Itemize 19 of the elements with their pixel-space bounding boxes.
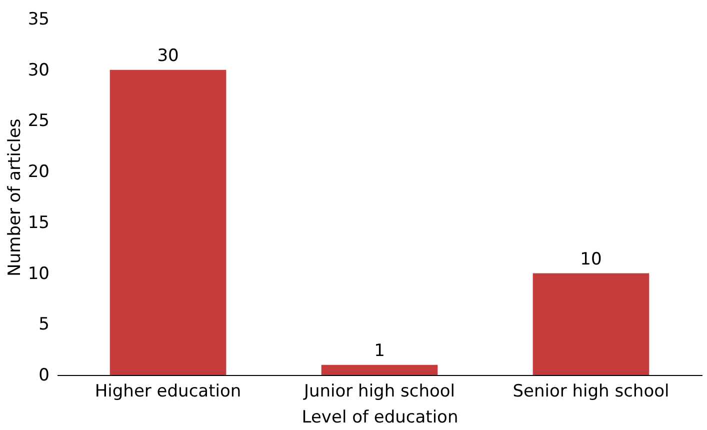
- y-axis-title: Number of articles: [4, 118, 25, 276]
- y-tick-label: 25: [28, 111, 50, 132]
- x-tick-label: Junior high school: [302, 382, 456, 402]
- y-tick-label: 5: [38, 314, 50, 335]
- y-tick-label: 35: [28, 10, 50, 30]
- x-axis-title: Level of education: [302, 408, 458, 428]
- data-label: 10: [580, 249, 602, 270]
- x-tick-label: Senior high school: [512, 382, 670, 402]
- x-tick-label: Higher education: [94, 382, 242, 402]
- y-tick-label: 0: [38, 366, 50, 386]
- data-label: 30: [157, 46, 179, 66]
- y-tick-label: 30: [28, 60, 50, 80]
- y-tick-label: 15: [28, 212, 50, 233]
- bar: [321, 364, 438, 375]
- y-tick-label: 10: [28, 264, 50, 284]
- data-label: 1: [374, 340, 385, 361]
- y-tick-label: 20: [28, 162, 50, 182]
- bar: [110, 70, 226, 375]
- bar: [532, 273, 650, 375]
